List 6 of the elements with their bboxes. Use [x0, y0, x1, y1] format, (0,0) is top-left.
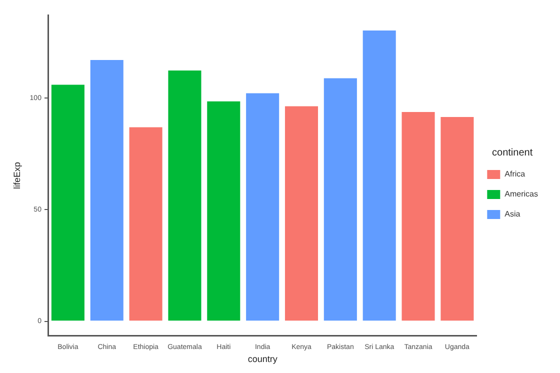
x-axis-title: country [248, 354, 278, 364]
legend-label: Africa [504, 170, 526, 179]
legend-label: Asia [504, 210, 521, 219]
legend-title: continent [492, 147, 533, 158]
legend-label: Americas [504, 190, 538, 199]
y-axis-title: lifeExp [12, 162, 22, 190]
